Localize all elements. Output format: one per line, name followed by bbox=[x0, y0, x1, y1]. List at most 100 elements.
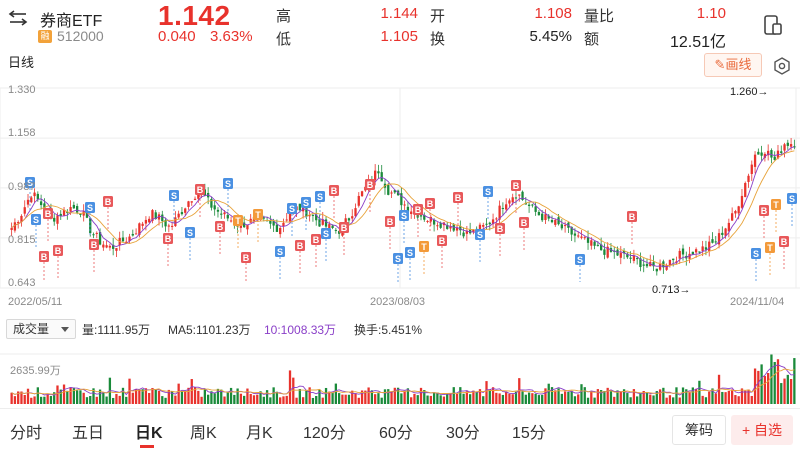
signal-marker bbox=[321, 228, 331, 239]
volume-bar bbox=[737, 396, 740, 404]
candle-body bbox=[665, 265, 668, 270]
candle-body bbox=[229, 220, 233, 222]
tab-15min[interactable]: 15分 bbox=[512, 425, 546, 442]
tab-30min[interactable]: 30分 bbox=[446, 425, 480, 442]
volume-bar bbox=[580, 384, 583, 404]
volume-bar bbox=[780, 383, 783, 404]
volume-bar bbox=[537, 395, 541, 404]
signal-marker-label: S bbox=[477, 230, 483, 240]
volume-bar bbox=[426, 395, 429, 404]
volume-bar bbox=[403, 390, 406, 404]
phone-switch-icon[interactable] bbox=[762, 14, 784, 36]
volume-bar bbox=[691, 387, 694, 404]
candle-body bbox=[180, 212, 184, 215]
volume-bar bbox=[455, 393, 459, 404]
candle-body bbox=[13, 222, 17, 231]
volume-bar bbox=[13, 396, 17, 404]
volume-bar bbox=[383, 389, 387, 404]
candle-body bbox=[321, 219, 324, 225]
signal-marker-label: S bbox=[277, 247, 283, 257]
back-arrow-icon[interactable] bbox=[8, 10, 30, 26]
tab-weekly-k[interactable]: 周K bbox=[190, 425, 217, 442]
draw-line-button[interactable]: ✎画线 bbox=[704, 53, 762, 77]
candle-body bbox=[675, 261, 678, 263]
volume-bar bbox=[485, 381, 488, 404]
volume-bar bbox=[75, 390, 79, 404]
candle-body bbox=[154, 212, 157, 220]
tab-60min[interactable]: 60分 bbox=[379, 425, 413, 442]
candle-body bbox=[491, 219, 495, 225]
volume-bar bbox=[282, 396, 285, 404]
signal-marker bbox=[43, 208, 53, 219]
indicator-selector[interactable]: 成交量 bbox=[6, 319, 76, 339]
volume-bar bbox=[115, 393, 118, 404]
ma5-value: MA5:1101.23万 bbox=[168, 323, 251, 337]
volume-ma10-line bbox=[11, 368, 795, 395]
settings-icon[interactable] bbox=[773, 57, 791, 75]
candle-body bbox=[642, 264, 645, 266]
y-axis-label-2: 1.158 bbox=[8, 127, 36, 139]
candle-body bbox=[53, 217, 56, 222]
volume-bar bbox=[82, 392, 85, 404]
ma5-line bbox=[11, 146, 795, 268]
candle-body bbox=[691, 251, 694, 255]
volume-bar bbox=[524, 394, 527, 404]
volume-bar bbox=[577, 394, 580, 404]
candle-body bbox=[750, 164, 753, 174]
candle-body bbox=[672, 258, 675, 261]
chips-button[interactable]: 筹码 bbox=[672, 415, 726, 445]
candle-body bbox=[586, 237, 590, 243]
candle-body bbox=[33, 192, 36, 197]
candlestick-chart[interactable]: SSBBBSBBBSSBBSTBTSSBSBSSBBBBSSSBTBBBSSBB… bbox=[0, 82, 800, 312]
candle-body bbox=[783, 144, 786, 151]
candle-body bbox=[717, 233, 721, 245]
active-tab-indicator bbox=[140, 445, 154, 448]
candle-body bbox=[465, 230, 469, 234]
signal-marker-label: T bbox=[255, 210, 261, 220]
candle-body bbox=[226, 214, 229, 219]
signal-marker bbox=[295, 240, 305, 251]
candle-body bbox=[593, 241, 596, 246]
candle-body bbox=[629, 257, 632, 259]
candle-body bbox=[167, 225, 170, 227]
volume-bar bbox=[632, 389, 636, 404]
signal-marker-label: B bbox=[367, 180, 374, 190]
volume-bar bbox=[184, 390, 187, 404]
signal-marker-label: S bbox=[87, 203, 93, 213]
tab-monthly-k[interactable]: 月K bbox=[246, 425, 273, 442]
candle-body bbox=[131, 233, 134, 236]
tab-five-day[interactable]: 五日 bbox=[72, 425, 105, 442]
add-favorite-button[interactable]: + 自选 bbox=[731, 415, 793, 445]
candle-body bbox=[121, 237, 125, 242]
turnover-value: 换手:5.451% bbox=[354, 323, 423, 337]
volume-bar bbox=[626, 393, 629, 404]
tab-daily-k[interactable]: 日K bbox=[135, 425, 163, 442]
volume-bar bbox=[315, 396, 318, 404]
signal-marker bbox=[85, 202, 95, 213]
candle-body bbox=[527, 204, 531, 207]
volume-bar bbox=[151, 387, 154, 404]
volume-bar bbox=[783, 378, 786, 404]
tab-120min[interactable]: 120分 bbox=[303, 425, 346, 442]
volume-bar bbox=[233, 394, 236, 404]
volume-bar bbox=[377, 393, 380, 404]
volume-bar bbox=[285, 395, 288, 404]
volume-bar bbox=[465, 391, 469, 404]
quote-label-high: 高 bbox=[276, 8, 292, 25]
signal-marker-label: T bbox=[235, 216, 241, 226]
candle-body bbox=[324, 219, 328, 227]
signal-marker bbox=[215, 221, 225, 232]
candle-body bbox=[360, 191, 364, 197]
volume-bar bbox=[305, 390, 308, 404]
volume-header: 成交量 量:1111.95万 MA5:1101.23万 10:1008.33万 … bbox=[6, 319, 796, 341]
quote-value-high: 1.144 bbox=[380, 5, 418, 22]
candle-body bbox=[344, 218, 347, 226]
tab-intraday[interactable]: 分时 bbox=[10, 425, 43, 442]
candle-body bbox=[17, 222, 20, 224]
candle-body bbox=[590, 240, 593, 246]
signal-marker bbox=[453, 192, 463, 203]
volume-chart[interactable] bbox=[0, 340, 800, 406]
signal-marker-label: B bbox=[243, 253, 250, 263]
candle-body bbox=[275, 224, 279, 232]
ma10-value: 10:1008.33万 bbox=[264, 323, 337, 337]
